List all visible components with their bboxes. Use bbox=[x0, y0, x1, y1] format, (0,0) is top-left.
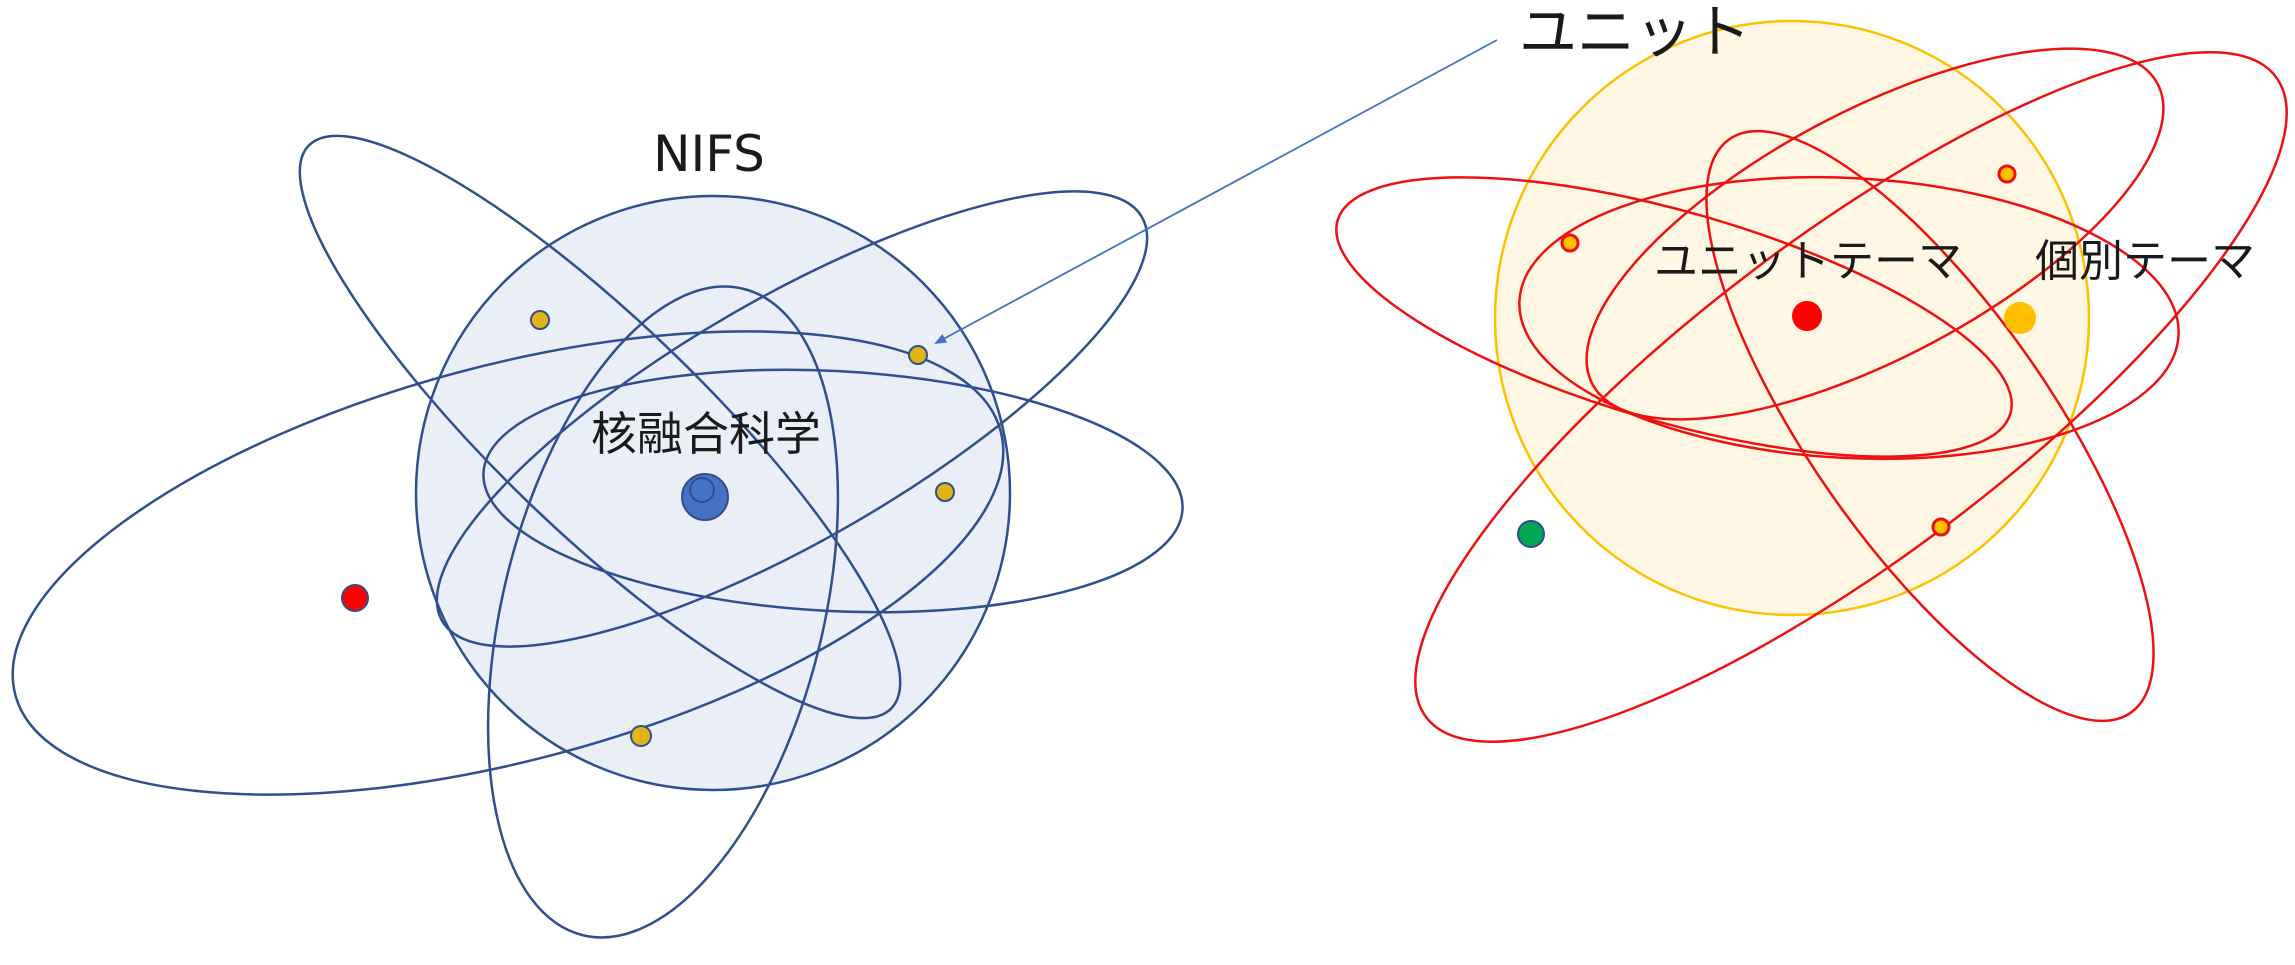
unit-green-particle bbox=[1517, 520, 1545, 548]
unit-atom: ユニット ユニットテーマ 個別テーマ bbox=[1335, 0, 2288, 743]
nifs-orbit-diag-right bbox=[435, 190, 1149, 648]
unit-label: ユニット bbox=[1519, 0, 1751, 66]
unit-orbit-steep bbox=[1705, 129, 2155, 723]
unit-theme-label: ユニットテーマ bbox=[1654, 236, 1962, 287]
nifs-label: NIFS bbox=[653, 125, 765, 183]
nifs-electron bbox=[630, 725, 652, 747]
nifs-electron bbox=[530, 310, 550, 330]
unit-sphere bbox=[1493, 19, 2091, 617]
individual-theme-particle bbox=[2004, 302, 2036, 334]
unit-pointer-arrow bbox=[934, 39, 1498, 344]
nifs-nucleus-highlight bbox=[689, 477, 715, 503]
nifs-electron bbox=[908, 345, 928, 365]
fusion-science-label: 核融合科学 bbox=[591, 407, 821, 461]
nifs-atom: NIFS 核融合科学 bbox=[11, 125, 1184, 939]
unit-theme-nucleus bbox=[1792, 301, 1822, 331]
nifs-orbit-vertical bbox=[486, 285, 840, 939]
nifs-orbit-wide bbox=[11, 330, 1005, 796]
individual-theme-label: 個別テーマ bbox=[2035, 236, 2255, 287]
unit-electron bbox=[1997, 164, 2017, 184]
unit-orbit-inner-right bbox=[1585, 47, 2165, 421]
unit-orbit-tilted-left bbox=[1335, 176, 2013, 458]
unit-electron bbox=[1931, 517, 1951, 537]
unit-orbit-horizontal bbox=[1518, 175, 2180, 461]
unit-electron bbox=[1560, 233, 1580, 253]
nifs-electron bbox=[935, 482, 955, 502]
nifs-orbit-diag-left bbox=[298, 134, 902, 720]
nifs-outer-red-particle bbox=[341, 584, 369, 612]
